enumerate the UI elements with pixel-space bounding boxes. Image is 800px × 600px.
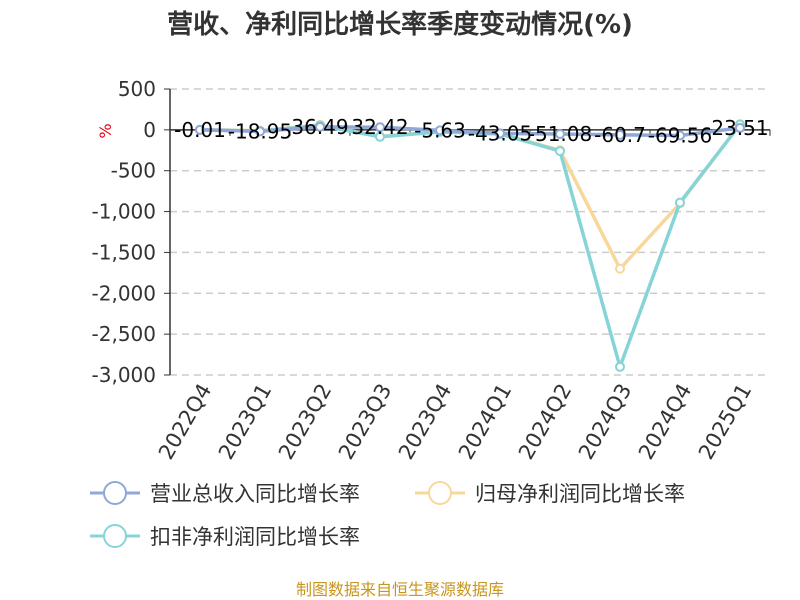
data-point[interactable] bbox=[255, 126, 265, 137]
data-point[interactable] bbox=[555, 146, 565, 157]
legend-marker-icon bbox=[103, 524, 127, 548]
data-point[interactable] bbox=[615, 129, 625, 140]
x-tick-label: 2024Q2 bbox=[514, 380, 576, 464]
y-tick-label: 0 bbox=[143, 118, 156, 142]
y-tick-label: -2,000 bbox=[92, 281, 156, 305]
x-tick-label: 2023Q2 bbox=[274, 380, 336, 464]
data-labels: -0.01 -18.95 36.49 32.42 -5.63 -43.05-51.08 -6… bbox=[174, 115, 769, 148]
y-tick-label: 500 bbox=[118, 77, 156, 101]
data-label: -60.7 bbox=[594, 123, 646, 147]
x-tick-label: 2024Q1 bbox=[454, 380, 516, 464]
data-point[interactable] bbox=[675, 130, 685, 141]
data-label: 36.49 bbox=[291, 115, 348, 139]
legend-label: 扣非净利润同比增长率 bbox=[150, 525, 360, 549]
data-label: 32.42 bbox=[351, 115, 408, 139]
data-point[interactable] bbox=[435, 125, 445, 136]
legend-label: 归母净利润同比增长率 bbox=[475, 482, 685, 506]
x-tick-label: 2024Q4 bbox=[634, 380, 696, 464]
x-tick-label: 2023Q1 bbox=[214, 380, 276, 464]
series-line-3 bbox=[199, 123, 742, 369]
data-point[interactable] bbox=[615, 361, 625, 372]
data-label: -18.95 bbox=[228, 119, 292, 143]
x-tick-label: 2025Q1 bbox=[694, 380, 756, 464]
data-label: 23.51 bbox=[711, 116, 768, 140]
series-line-1 bbox=[199, 125, 741, 138]
data-label: -0.01 bbox=[174, 118, 226, 142]
x-tick-label: 2024Q3 bbox=[574, 380, 636, 464]
data-point[interactable] bbox=[555, 129, 565, 140]
series-lines bbox=[195, 119, 745, 372]
legend-item[interactable]: 扣非净利润同比增长率 bbox=[90, 524, 360, 549]
data-label: -51.08 bbox=[528, 122, 592, 146]
data-label: -43.05 bbox=[468, 121, 532, 145]
data-label: -69.56 bbox=[648, 124, 712, 148]
legend-marker-icon bbox=[103, 481, 127, 505]
data-point[interactable] bbox=[735, 122, 745, 133]
data-point[interactable] bbox=[315, 121, 325, 132]
data-point[interactable] bbox=[615, 263, 625, 274]
legend-label: 营业总收入同比增长率 bbox=[150, 482, 360, 506]
y-tick-labels: 500 0 -500 -1,000 -1,500 -2,000 -2,500 -3,000 bbox=[92, 77, 156, 387]
y-tick-label: -500 bbox=[111, 159, 156, 183]
y-tick-label: -1,000 bbox=[92, 200, 156, 224]
y-tick-label: -2,500 bbox=[92, 322, 156, 346]
legend-item[interactable]: 营业总收入同比增长率 bbox=[90, 481, 360, 506]
y-unit: % bbox=[96, 123, 115, 138]
y-tick-label: -3,000 bbox=[92, 363, 156, 387]
x-tick-label: 2023Q4 bbox=[394, 380, 456, 464]
y-tick-label: -1,500 bbox=[92, 240, 156, 264]
data-point[interactable] bbox=[675, 197, 685, 208]
data-point[interactable] bbox=[375, 131, 385, 142]
chart-title: 营收、净利同比增长率季度变动情况(%) bbox=[167, 9, 633, 40]
x-tick-labels: 2022Q42023Q12023Q22023Q32023Q42024Q12024… bbox=[154, 380, 756, 464]
data-point[interactable] bbox=[495, 128, 505, 139]
x-tick-label: 2022Q4 bbox=[154, 380, 216, 464]
x-tick-label: 2023Q3 bbox=[334, 380, 396, 464]
data-label: -5.63 bbox=[414, 118, 466, 142]
legend-item[interactable]: 归母净利润同比增长率 bbox=[415, 481, 685, 506]
grid bbox=[164, 88, 770, 376]
legend-marker-icon bbox=[428, 481, 452, 505]
data-point[interactable] bbox=[375, 122, 385, 133]
source-note: 制图数据来自恒生聚源数据库 bbox=[296, 580, 504, 599]
data-point[interactable] bbox=[195, 124, 205, 135]
